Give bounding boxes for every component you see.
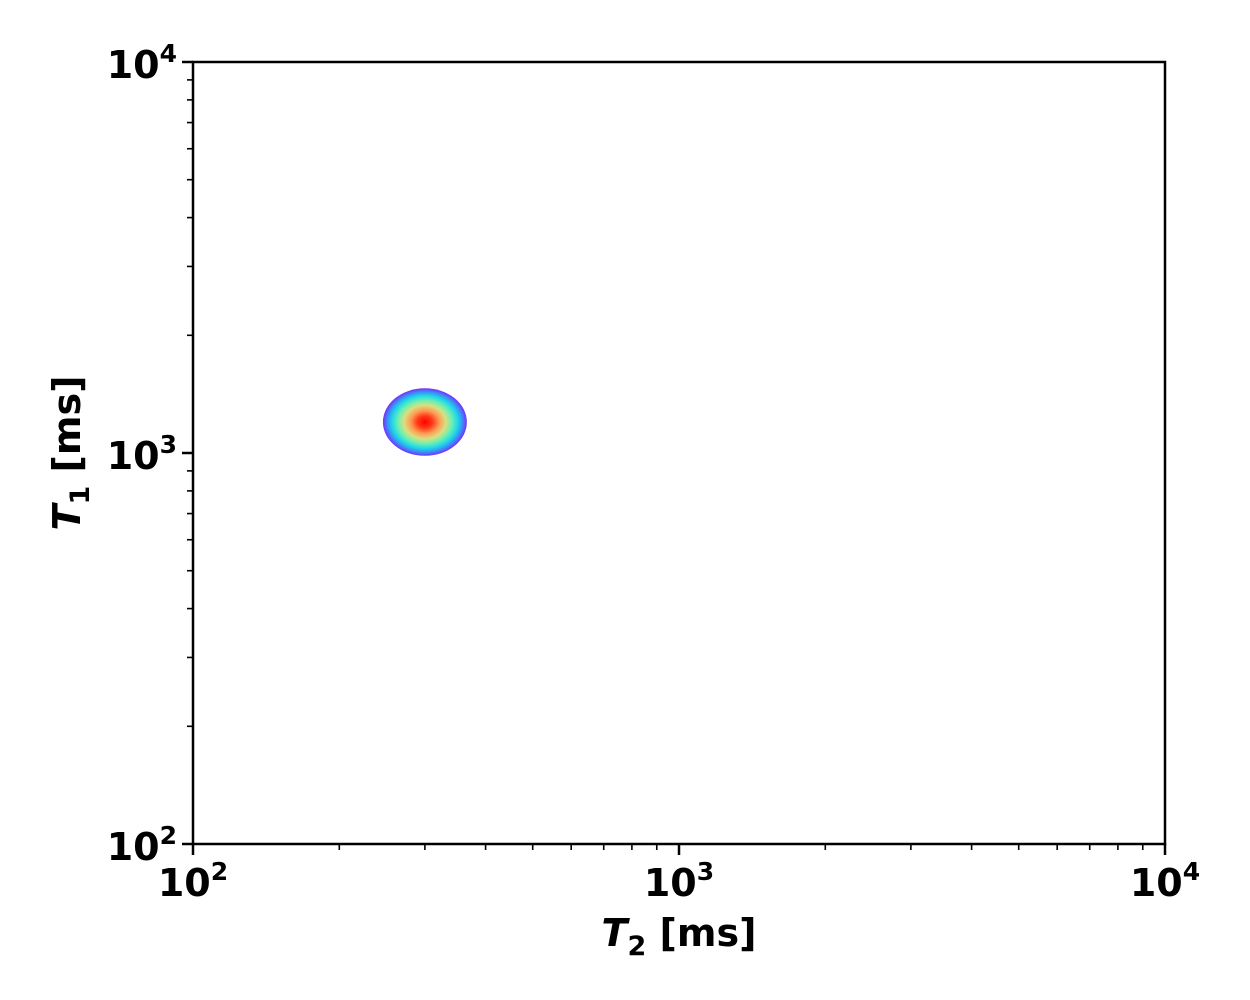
y-axis-title-unit: [ms] — [45, 376, 89, 473]
x-tick-label-base: 10 — [158, 861, 211, 905]
y-axis-title-symbol: T — [45, 501, 89, 530]
x-tick-label: 103 — [644, 857, 714, 905]
y-tick-label-base: 10 — [107, 434, 160, 478]
heatmap-content — [382, 388, 467, 456]
y-tick-label-base: 10 — [107, 43, 160, 87]
x-tick-label-exponent: 4 — [1183, 857, 1200, 886]
y-tick-label: 102 — [107, 821, 177, 869]
y-tick-label-exponent: 4 — [160, 39, 177, 68]
y-tick-label-base: 10 — [107, 825, 160, 869]
x-axis-tick-labels: 102 103 104 — [158, 857, 1200, 905]
y-axis-ticks — [182, 60, 193, 846]
x-axis-title-symbol: T — [602, 911, 631, 955]
x-axis-title-unit: [ms] — [660, 911, 757, 955]
x-tick-label-base: 10 — [1130, 861, 1183, 905]
x-tick-label: 104 — [1130, 857, 1200, 905]
y-tick-label: 104 — [107, 39, 177, 87]
y-tick-label-exponent: 2 — [160, 821, 177, 850]
x-tick-label-base: 10 — [644, 861, 697, 905]
y-tick-label: 103 — [107, 430, 177, 478]
y-tick-label-exponent: 3 — [160, 430, 177, 459]
x-tick-label-exponent: 2 — [211, 857, 228, 886]
plot-frame — [191, 60, 1167, 846]
y-axis-title-subscript: 1 — [65, 486, 96, 505]
x-axis-ticks — [191, 844, 1167, 855]
y-axis-title: T1 [ms] — [45, 376, 96, 531]
x-axis-title-subscript: 2 — [627, 931, 646, 962]
x-axis-title: T2 [ms] — [602, 911, 757, 962]
x-tick-label-exponent: 3 — [697, 857, 714, 886]
heatmap-peak-1 — [382, 388, 467, 456]
x-tick-label: 102 — [158, 857, 228, 905]
